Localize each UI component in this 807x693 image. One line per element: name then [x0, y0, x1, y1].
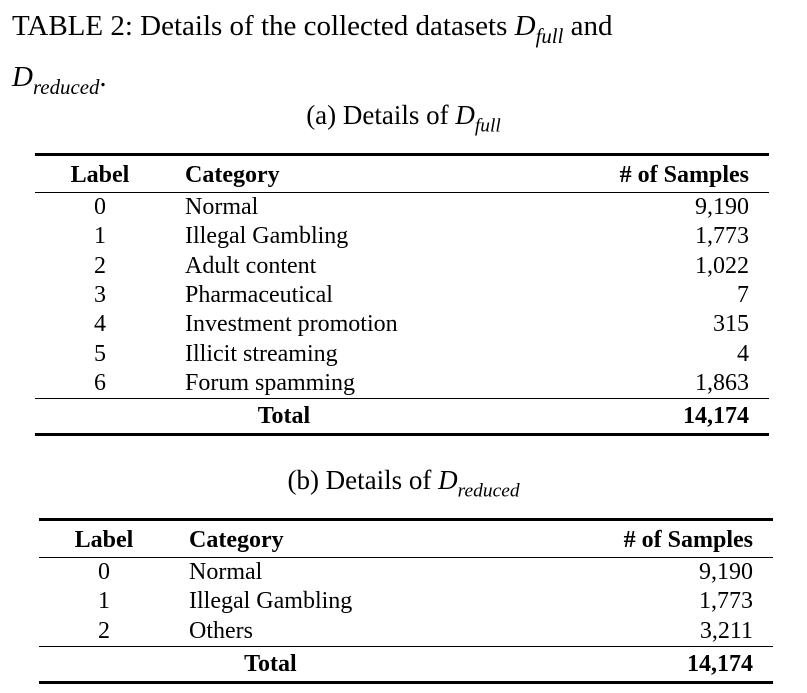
math-base: D: [12, 60, 33, 93]
table-row: 6 Forum spamming 1,863: [35, 369, 769, 399]
cell-label: 0: [94, 194, 106, 221]
math-base: D: [455, 100, 475, 130]
header-label: Label: [39, 519, 169, 558]
total-row: Total 14,174: [35, 398, 769, 435]
table-row: 1 Illegal Gambling 1,773: [35, 222, 769, 251]
cell-label: 2: [98, 617, 110, 644]
header-samples: # of Samples: [501, 519, 773, 558]
subtable-b-caption-text: (b) Details of: [287, 465, 439, 495]
header-category: Category: [165, 154, 533, 193]
header-samples: # of Samples: [532, 154, 769, 193]
math-d-reduced: Dreduced: [12, 60, 99, 99]
cell-label: 6: [94, 369, 106, 396]
cell-category: Illegal Gambling: [185, 223, 349, 250]
cell-category: Illegal Gambling: [189, 588, 353, 615]
table-row: 0 Normal 9,190: [35, 193, 769, 223]
table-b-container: Label Category # of Samples 0 Normal 9,1…: [39, 518, 773, 684]
cell-samples: 1,022: [695, 252, 749, 279]
table-a: Label Category # of Samples 0 Normal 9,1…: [35, 153, 769, 437]
total-label: Total: [35, 398, 533, 435]
table-row: 5 Illicit streaming 4: [35, 339, 769, 368]
math-base: D: [514, 10, 536, 42]
total-value: 14,174: [501, 645, 773, 683]
cell-category: Pharmaceutical: [185, 282, 333, 309]
cell-samples: 9,190: [699, 559, 753, 586]
cell-label: 1: [98, 588, 110, 615]
math-subscript: reduced: [32, 74, 100, 99]
cell-samples: 4: [737, 340, 749, 367]
cell-category: Adult content: [185, 252, 317, 279]
cell-samples: 3,211: [699, 617, 753, 644]
table-row: 2 Others 3,211: [39, 617, 773, 647]
math-subscript: full: [535, 23, 564, 48]
table-row: 3 Pharmaceutical 7: [35, 281, 769, 310]
subtable-a-caption-text: (a) Details of: [306, 100, 456, 130]
cell-samples: 1,773: [695, 223, 749, 250]
math-subscript: full: [474, 115, 501, 137]
math-subscript: reduced: [457, 480, 520, 502]
total-label: Total: [39, 645, 502, 683]
table-caption-text: TABLE 2: Details of the collected datase…: [12, 10, 515, 42]
table-row: 1 Illegal Gambling 1,773: [39, 587, 773, 616]
header-label: Label: [35, 154, 165, 193]
cell-label: 5: [94, 340, 106, 367]
cell-samples: 1,863: [695, 369, 749, 396]
table-header-row: Label Category # of Samples: [35, 154, 769, 193]
caption-second-line: Dreduced.: [12, 57, 802, 108]
cell-label: 2: [94, 252, 106, 279]
cell-label: 4: [94, 311, 106, 338]
math-d-full: Dfull: [455, 100, 500, 136]
cell-category: Forum spamming: [185, 369, 356, 396]
total-row: Total 14,174: [39, 645, 773, 683]
table-b: Label Category # of Samples 0 Normal 9,1…: [39, 518, 773, 684]
table-row: 0 Normal 9,190: [39, 558, 773, 588]
cell-label: 0: [98, 559, 110, 586]
math-d-reduced: Dreduced: [438, 465, 519, 501]
total-value: 14,174: [532, 398, 769, 435]
subtable-b-caption: (b) Details of Dreduced: [0, 464, 807, 507]
cell-label: 1: [94, 223, 106, 250]
cell-category: Others: [189, 617, 253, 644]
math-d-full: Dfull: [514, 10, 564, 48]
cell-samples: 7: [737, 282, 749, 309]
table-row: 2 Adult content 1,022: [35, 252, 769, 281]
math-base: D: [438, 465, 458, 495]
cell-category: Normal: [185, 194, 259, 221]
table-row: 4 Investment promotion 315: [35, 310, 769, 339]
subtable-a-caption: (a) Details of Dfull: [0, 99, 807, 142]
cell-samples: 315: [713, 311, 749, 338]
cell-label: 3: [94, 282, 106, 309]
caption-connector: and: [563, 10, 613, 42]
caption-period: .: [99, 60, 107, 93]
cell-samples: 1,773: [699, 588, 753, 615]
cell-category: Investment promotion: [185, 311, 398, 338]
cell-category: Illicit streaming: [185, 340, 338, 367]
table-caption: TABLE 2: Details of the collected datase…: [12, 6, 802, 108]
table-header-row: Label Category # of Samples: [39, 519, 773, 558]
table-a-container: Label Category # of Samples 0 Normal 9,1…: [35, 153, 769, 437]
cell-category: Normal: [189, 559, 263, 586]
header-category: Category: [169, 519, 502, 558]
cell-samples: 9,190: [695, 194, 749, 221]
